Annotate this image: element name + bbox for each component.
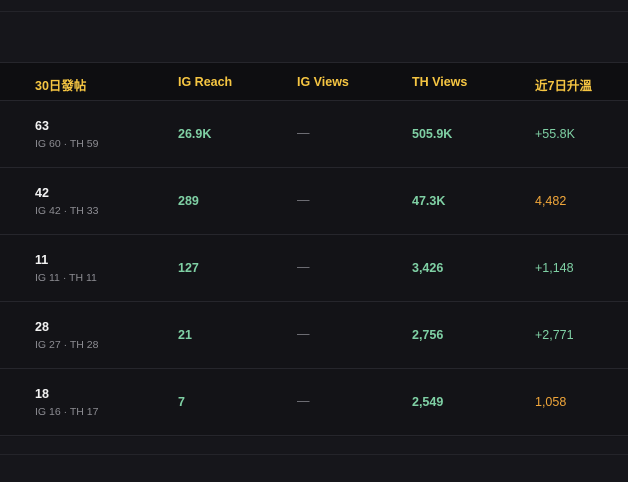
posts-breakdown: IG 42 · TH 33 (35, 205, 99, 217)
header-ig-reach[interactable]: IG Reach (178, 75, 233, 89)
ig-reach-value: 7 (178, 395, 185, 409)
trend-value: 1,058 (535, 395, 567, 409)
posts-breakdown: IG 16 · TH 17 (35, 406, 99, 418)
posts-breakdown: IG 60 · TH 59 (35, 138, 99, 150)
header-trend-7d[interactable]: 近7日升溫 (535, 79, 592, 93)
ig-reach-value: 127 (178, 261, 199, 275)
th-views-value: 3,426 (412, 261, 444, 275)
header-ig-views[interactable]: IG Views (297, 75, 349, 89)
table-row[interactable]: 42 IG 42 · TH 33 289 — 47.3K 4,482 (0, 168, 628, 235)
posts-count: 63 (35, 119, 49, 133)
posts-breakdown: IG 27 · TH 28 (35, 339, 99, 351)
ig-views-value: — (297, 193, 310, 207)
th-views-value: 2,756 (412, 328, 444, 342)
table-header: 30日發帖 IG Reach IG Views TH Views 近7日升溫 (0, 62, 628, 101)
ig-views-value: — (297, 260, 310, 274)
th-views-value: 505.9K (412, 127, 453, 141)
trend-value: +55.8K (535, 127, 575, 141)
ig-views-value: — (297, 126, 310, 140)
top-band (0, 0, 628, 62)
posts-count: 28 (35, 320, 49, 334)
table-row[interactable]: 63 IG 60 · TH 59 26.9K — 505.9K +55.8K (0, 101, 628, 168)
posts-breakdown: IG 11 · TH 11 (35, 272, 97, 284)
trend-value: +2,771 (535, 328, 574, 342)
stats-table: 30日發帖 IG Reach IG Views TH Views 近7日升溫 6… (0, 62, 628, 436)
ig-views-value: — (297, 327, 310, 341)
divider (0, 454, 628, 455)
table-row[interactable]: 11 IG 11 · TH 11 127 — 3,426 +1,148 (0, 235, 628, 302)
posts-count: 18 (35, 387, 49, 401)
ig-reach-value: 26.9K (178, 127, 212, 141)
trend-value: +1,148 (535, 261, 574, 275)
table-row[interactable]: 18 IG 16 · TH 17 7 — 2,549 1,058 (0, 369, 628, 436)
ig-reach-value: 289 (178, 194, 199, 208)
posts-count: 42 (35, 186, 49, 200)
header-posts-30d[interactable]: 30日發帖 (35, 79, 87, 93)
header-th-views[interactable]: TH Views (412, 75, 468, 89)
ig-reach-value: 21 (178, 328, 192, 342)
th-views-value: 47.3K (412, 194, 446, 208)
posts-count: 11 (35, 253, 49, 267)
table-row[interactable]: 28 IG 27 · TH 28 21 — 2,756 +2,771 (0, 302, 628, 369)
ig-views-value: — (297, 394, 310, 408)
th-views-value: 2,549 (412, 395, 444, 409)
divider (0, 11, 628, 12)
trend-value: 4,482 (535, 194, 567, 208)
bottom-band (0, 437, 628, 482)
